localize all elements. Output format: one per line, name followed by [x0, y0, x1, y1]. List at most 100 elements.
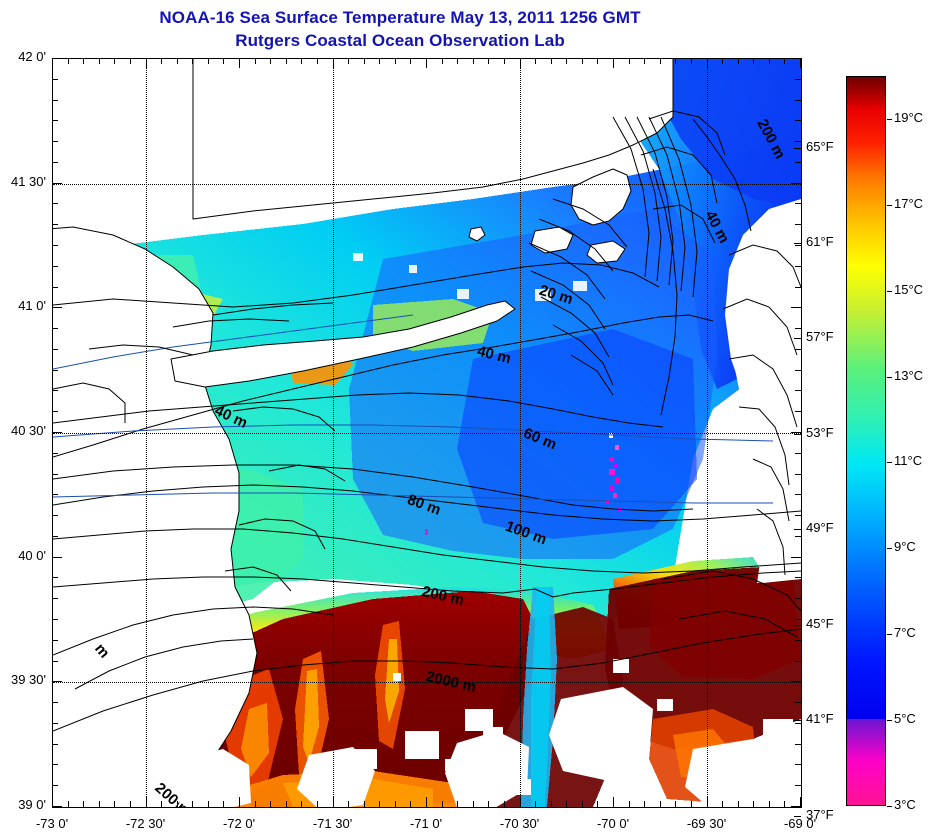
deep-blue-ne: [653, 59, 801, 209]
lon-label-2: -72 0': [222, 816, 256, 831]
x-major-tick-top-5: [519, 58, 521, 68]
x-major-tick-top-3: [332, 58, 334, 68]
x-minor-tick-top-6-2: [644, 58, 646, 64]
fahrenheit-label-61f: 61°F: [806, 233, 834, 249]
lat-label-0: 42 0': [18, 49, 46, 64]
x-minor-tick-top-7-1: [722, 58, 724, 64]
x-minor-tick-5-3: [566, 801, 568, 807]
y-minor-tick-0-1: [52, 78, 58, 80]
x-major-tick-6: [613, 797, 614, 807]
y-minor-tick-1-5: [52, 286, 58, 288]
x-minor-tick-top-3-2: [363, 58, 365, 64]
contour-40m-ne: [652, 168, 678, 416]
map-right-tick-41f: [794, 720, 801, 722]
grat-lat-41-30: [53, 184, 801, 186]
y-minor-tick-0-4: [52, 141, 58, 143]
y-minor-tick-4-2: [52, 598, 58, 600]
y-minor-tick-5-3: [52, 743, 58, 745]
contour-60m-b: [53, 464, 694, 512]
chesapeake-outline: [238, 518, 326, 550]
y-minor-tick-4-4: [52, 639, 58, 641]
x-major-tick-2: [239, 797, 240, 807]
x-minor-tick-1-3: [192, 801, 194, 807]
x-minor-tick-3-5: [410, 801, 412, 807]
colorbar-tick-7c: [887, 634, 892, 636]
y-minor-tick-3-3: [52, 494, 58, 496]
nodata-se-gap2: [685, 739, 793, 807]
y-minor-tick-2-1: [52, 328, 58, 330]
temperature-colorbar[interactable]: [846, 76, 886, 806]
land-nantucket: [586, 240, 626, 264]
x-minor-tick-1-2: [176, 801, 178, 807]
lon-label-5: -70 30': [499, 816, 540, 831]
y-minor-tick-right-4-1: [795, 577, 801, 579]
y-major-tick-0: [52, 58, 62, 59]
contour-200m-ne: [692, 118, 752, 232]
fahrenheit-label-45f: 45°F: [806, 615, 834, 631]
y-minor-tick-right-2-2: [795, 348, 801, 350]
y-major-tick-2: [52, 307, 62, 309]
x-minor-tick-2-5: [316, 801, 318, 807]
x-minor-tick-top-2-5: [316, 58, 318, 64]
x-minor-tick-7-5: [784, 801, 786, 807]
y-minor-tick-right-4-5: [795, 660, 801, 662]
x-minor-tick-top-1-3: [192, 58, 194, 64]
x-minor-tick-top-1-4: [207, 58, 209, 64]
y-minor-tick-4-1: [52, 577, 58, 579]
title-line-1: NOAA-16 Sea Surface Temperature May 13, …: [159, 8, 641, 27]
contour-200m-sw-b: [74, 638, 254, 690]
lon-label-1: -72 30': [125, 816, 166, 831]
nj-bay-outline: [88, 344, 194, 356]
y-minor-tick-right-3-2: [795, 473, 801, 475]
y-minor-tick-right-4-2: [795, 598, 801, 600]
lat-label-2: 41 0': [18, 298, 46, 314]
y-minor-tick-right-1-2: [795, 224, 801, 226]
x-major-tick-top-7: [706, 58, 708, 68]
nodata-s-gap: [445, 731, 529, 807]
y-major-tick-right-3: [791, 432, 801, 433]
x-minor-tick-0-5: [129, 801, 131, 807]
x-minor-tick-4-4: [488, 801, 490, 807]
x-minor-tick-4-5: [503, 801, 505, 807]
y-minor-tick-right-2-3: [795, 369, 801, 371]
colorbar-tick-17c: [887, 204, 892, 206]
fahrenheit-label-57f: 57°F: [806, 329, 834, 345]
no-data-mask: [133, 110, 801, 807]
x-minor-tick-0-2: [83, 801, 85, 807]
x-minor-tick-4-1: [441, 801, 443, 807]
x-minor-tick-6-4: [675, 801, 677, 807]
x-minor-tick-top-0-4: [114, 58, 116, 64]
title-line-2: Rutgers Coastal Ocean Observation Lab: [235, 31, 565, 50]
colorbar-tick-11c: [887, 462, 892, 464]
x-minor-tick-3-2: [363, 801, 365, 807]
gulf-stream-east-core: [649, 571, 801, 679]
x-minor-tick-top-4-3: [472, 58, 474, 64]
x-minor-tick-top-5-5: [597, 58, 599, 64]
y-minor-tick-right-5-1: [795, 702, 801, 704]
land-long-island: [170, 300, 516, 388]
y-major-tick-right-2: [791, 307, 801, 309]
y-minor-tick-right-0-4: [795, 141, 801, 143]
li-sound-outline-b: [172, 318, 290, 328]
x-minor-tick-top-6-1: [628, 58, 630, 64]
x-minor-tick-3-3: [379, 801, 381, 807]
x-major-tick-top-8: [800, 58, 801, 68]
y-minor-tick-right-4-4: [795, 639, 801, 641]
contour-extra-1: [53, 314, 414, 370]
x-major-tick-top-0: [52, 58, 53, 68]
x-minor-tick-top-0-2: [83, 58, 85, 64]
x-minor-tick-7-4: [768, 801, 770, 807]
lat-label-3: 40 30': [10, 423, 46, 438]
y-minor-tick-right-5-4: [795, 764, 801, 766]
contour-extra-3: [53, 492, 773, 504]
lon-label-0: -73 0': [35, 816, 69, 831]
colorbar-label-15c: 15°C: [894, 281, 924, 297]
y-minor-tick-0-3: [52, 120, 58, 122]
colorbar-label-19c: 19°C: [894, 109, 924, 125]
x-minor-tick-top-5-3: [566, 58, 568, 64]
x-minor-tick-5-1: [535, 801, 537, 807]
y-minor-tick-right-3-3: [795, 494, 801, 496]
x-minor-tick-top-3-3: [379, 58, 381, 64]
x-major-tick-8: [800, 797, 801, 807]
